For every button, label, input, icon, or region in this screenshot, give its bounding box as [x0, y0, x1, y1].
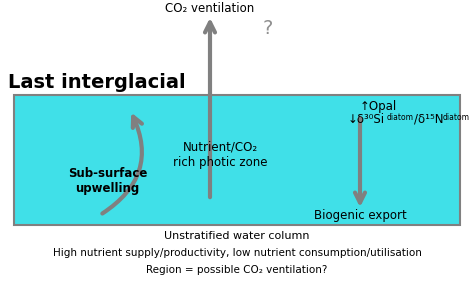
Text: /δ¹⁵N: /δ¹⁵N — [414, 113, 444, 126]
Text: ↑Opal: ↑Opal — [360, 100, 397, 113]
Text: Last interglacial: Last interglacial — [8, 73, 186, 92]
Text: diatom: diatom — [387, 113, 414, 122]
Text: diatom: diatom — [443, 113, 470, 122]
FancyArrowPatch shape — [355, 118, 365, 203]
Text: Sub-surface
upwelling: Sub-surface upwelling — [68, 167, 147, 195]
Text: ?: ? — [263, 18, 273, 37]
Bar — [14, 95, 460, 225]
Text: Nutrient/CO₂
rich photic zone: Nutrient/CO₂ rich photic zone — [173, 141, 267, 169]
Text: Unstratified water column: Unstratified water column — [164, 231, 310, 241]
Text: High nutrient supply/productivity, low nutrient consumption/utilisation: High nutrient supply/productivity, low n… — [53, 248, 421, 258]
FancyArrowPatch shape — [102, 117, 142, 214]
Text: ↓δ³⁰Si: ↓δ³⁰Si — [348, 113, 385, 126]
FancyArrowPatch shape — [205, 22, 215, 197]
Text: CO₂ ventilation: CO₂ ventilation — [165, 2, 255, 15]
Text: Region = possible CO₂ ventilation?: Region = possible CO₂ ventilation? — [146, 265, 328, 275]
Text: Biogenic export: Biogenic export — [314, 209, 406, 222]
